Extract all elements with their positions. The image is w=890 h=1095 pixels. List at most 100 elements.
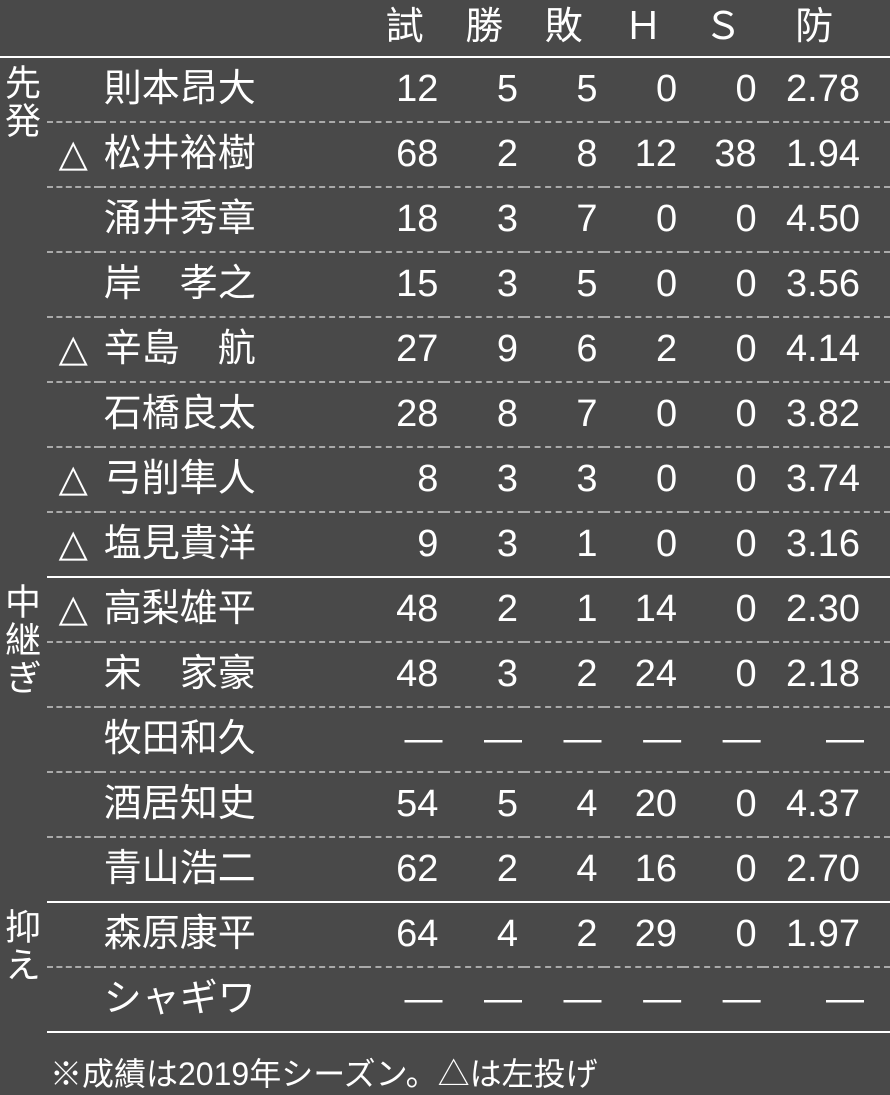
lefty-mark [47, 837, 100, 902]
pitchers-table: 試 勝 敗 Ｈ Ｓ 防 先発則本昂大1255002.78△松井裕樹6828123… [0, 8, 890, 1033]
lefty-mark [47, 382, 100, 447]
games-value: 54 [365, 772, 445, 837]
table-row: 中継ぎ△高梨雄平48211402.30 [0, 577, 890, 642]
section-label: 先発 [2, 64, 38, 140]
saves-value: 0 [683, 642, 763, 707]
holds-value: 0 [604, 252, 684, 317]
footnote: ※成績は2019年シーズン。△は左投げ [0, 1033, 890, 1095]
table-row: △塩見貴洋931003.16 [0, 512, 890, 577]
losses-value: 4 [524, 772, 604, 837]
saves-value: 0 [683, 772, 763, 837]
era-value: 4.37 [763, 772, 890, 837]
header-losses: 敗 [524, 8, 604, 57]
saves-value: — [683, 707, 763, 772]
era-value: 2.18 [763, 642, 890, 707]
holds-value: 0 [604, 512, 684, 577]
player-name: 辛島 航 [100, 317, 365, 382]
lefty-mark: △ [47, 447, 100, 512]
losses-value: 7 [524, 382, 604, 447]
player-name: 青山浩二 [100, 837, 365, 902]
holds-value: 12 [604, 122, 684, 187]
era-value: 2.30 [763, 577, 890, 642]
header-games: 試 [365, 8, 445, 57]
lefty-mark [47, 707, 100, 772]
era-value: 3.74 [763, 447, 890, 512]
lefty-mark: △ [47, 122, 100, 187]
table-row: △松井裕樹682812381.94 [0, 122, 890, 187]
wins-value: 2 [444, 122, 524, 187]
games-value: 64 [365, 902, 445, 967]
holds-value: 29 [604, 902, 684, 967]
era-value: — [763, 967, 890, 1032]
saves-value: 0 [683, 187, 763, 252]
wins-value: 5 [444, 57, 524, 122]
player-name: 森原康平 [100, 902, 365, 967]
section-label: 抑え [2, 908, 38, 984]
header-saves: Ｓ [683, 8, 763, 57]
saves-value: 0 [683, 837, 763, 902]
games-value: 28 [365, 382, 445, 447]
table-row: 先発則本昂大1255002.78 [0, 57, 890, 122]
holds-value: — [604, 967, 684, 1032]
lefty-mark: △ [47, 577, 100, 642]
header-wins: 勝 [444, 8, 524, 57]
wins-value: 2 [444, 577, 524, 642]
wins-value: 3 [444, 252, 524, 317]
player-name: 涌井秀章 [100, 187, 365, 252]
header-row: 試 勝 敗 Ｈ Ｓ 防 [0, 8, 890, 57]
games-value: 18 [365, 187, 445, 252]
era-value: 1.97 [763, 902, 890, 967]
wins-value: 5 [444, 772, 524, 837]
saves-value: 0 [683, 512, 763, 577]
player-name: 岸 孝之 [100, 252, 365, 317]
era-value: 2.78 [763, 57, 890, 122]
holds-value: 14 [604, 577, 684, 642]
holds-value: 0 [604, 187, 684, 252]
games-value: 9 [365, 512, 445, 577]
pitchers-table-container: 試 勝 敗 Ｈ Ｓ 防 先発則本昂大1255002.78△松井裕樹6828123… [0, 0, 890, 1095]
wins-value: 3 [444, 187, 524, 252]
losses-value: 2 [524, 642, 604, 707]
player-name: 宋 家豪 [100, 642, 365, 707]
player-name: 高梨雄平 [100, 577, 365, 642]
player-name: 牧田和久 [100, 707, 365, 772]
player-name: シャギワ [100, 967, 365, 1032]
table-row: 抑え森原康平64422901.97 [0, 902, 890, 967]
holds-value: 24 [604, 642, 684, 707]
lefty-mark [47, 187, 100, 252]
header-era: 防 [763, 8, 890, 57]
header-mark [47, 8, 100, 57]
wins-value: — [444, 707, 524, 772]
holds-value: 20 [604, 772, 684, 837]
saves-value: 0 [683, 252, 763, 317]
header-section [0, 8, 47, 57]
losses-value: 6 [524, 317, 604, 382]
saves-value: 0 [683, 57, 763, 122]
player-name: 酒居知史 [100, 772, 365, 837]
wins-value: — [444, 967, 524, 1032]
era-value: 4.14 [763, 317, 890, 382]
losses-value: — [524, 707, 604, 772]
games-value: 8 [365, 447, 445, 512]
section-label-cell: 抑え [0, 902, 47, 1032]
saves-value: — [683, 967, 763, 1032]
table-row: 岸 孝之1535003.56 [0, 252, 890, 317]
games-value: 48 [365, 577, 445, 642]
holds-value: 0 [604, 447, 684, 512]
era-value: 4.50 [763, 187, 890, 252]
lefty-mark: △ [47, 512, 100, 577]
losses-value: — [524, 967, 604, 1032]
games-value: — [365, 967, 445, 1032]
wins-value: 9 [444, 317, 524, 382]
games-value: 12 [365, 57, 445, 122]
wins-value: 3 [444, 512, 524, 577]
saves-value: 0 [683, 577, 763, 642]
losses-value: 2 [524, 902, 604, 967]
saves-value: 0 [683, 447, 763, 512]
table-row: シャギワ—————— [0, 967, 890, 1032]
era-value: 3.56 [763, 252, 890, 317]
table-row: 青山浩二62241602.70 [0, 837, 890, 902]
saves-value: 0 [683, 382, 763, 447]
games-value: 27 [365, 317, 445, 382]
lefty-mark [47, 252, 100, 317]
